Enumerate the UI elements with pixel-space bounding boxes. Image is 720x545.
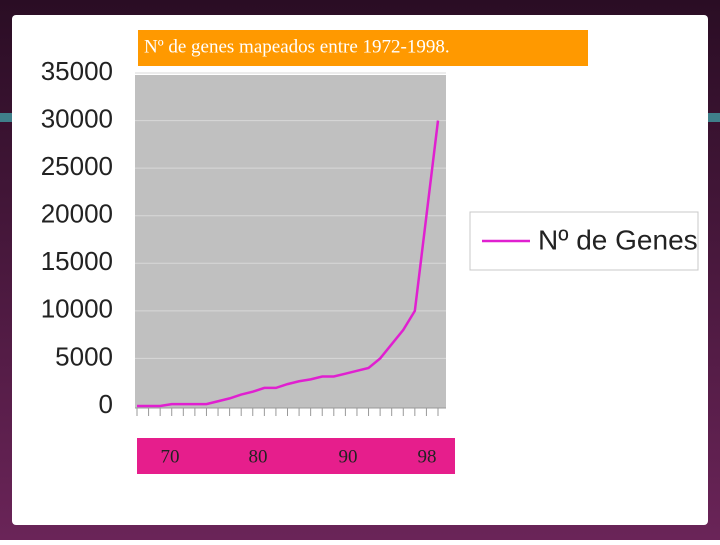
data-line	[137, 120, 440, 408]
x-label-box	[137, 438, 455, 474]
plot-area	[135, 75, 446, 408]
y-tick-label: 15000	[41, 246, 113, 276]
x-axis-label: 70	[161, 446, 180, 467]
legend-label: Nº de Genes	[538, 224, 698, 255]
y-tick-label: 20000	[41, 199, 113, 229]
chart-title: Nº de genes mapeados entre 1972-1998.	[144, 36, 450, 57]
y-tick-label: 35000	[41, 56, 113, 86]
x-axis-label: 90	[339, 446, 358, 467]
y-tick-label: 10000	[41, 294, 113, 324]
title-box	[138, 30, 588, 66]
y-tick-label: 0	[99, 389, 113, 419]
x-axis-label: 98	[418, 446, 437, 467]
x-axis-label: 80	[249, 446, 268, 467]
y-tick-label: 30000	[41, 103, 113, 133]
y-tick-label: 25000	[41, 151, 113, 181]
y-tick-label: 5000	[55, 341, 113, 371]
